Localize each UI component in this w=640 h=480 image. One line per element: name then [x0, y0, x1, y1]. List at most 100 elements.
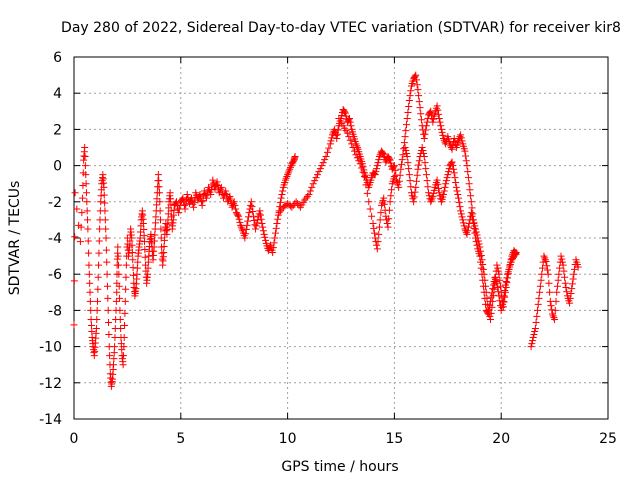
data-point [409, 195, 417, 203]
data-point [230, 198, 238, 206]
data-point [454, 194, 462, 202]
data-point [429, 118, 437, 126]
data-point [420, 134, 428, 142]
y-tick-label: -12 [39, 376, 62, 392]
data-point [93, 297, 101, 305]
data-point [85, 261, 93, 269]
data-point [83, 198, 91, 206]
data-point [445, 168, 453, 176]
data-point [195, 192, 203, 200]
data-point [97, 192, 105, 200]
data-point [535, 294, 543, 302]
data-point [487, 315, 495, 323]
data-point [541, 256, 549, 264]
data-point [448, 145, 456, 153]
data-point [430, 115, 438, 123]
data-point [412, 76, 420, 84]
data-point [70, 321, 78, 329]
data-point [495, 270, 503, 278]
data-point [351, 147, 359, 155]
data-point [207, 191, 215, 199]
data-point [440, 134, 448, 142]
data-point [385, 215, 393, 223]
data-point [101, 207, 109, 215]
data-point [84, 237, 92, 245]
data-point [252, 225, 260, 233]
data-point [554, 276, 562, 284]
data-point [242, 230, 250, 238]
data-point [119, 352, 127, 360]
data-point [462, 152, 470, 160]
data-point [272, 224, 280, 232]
data-point [292, 198, 300, 206]
data-point [407, 183, 415, 191]
data-point [427, 111, 435, 119]
data-point [179, 194, 187, 202]
data-point [444, 171, 452, 179]
data-point [375, 223, 383, 231]
data-point [476, 252, 484, 260]
data-point [460, 222, 468, 230]
y-tick-label: -10 [39, 340, 62, 356]
data-point [561, 279, 569, 287]
data-point [79, 194, 87, 202]
data-point [287, 162, 295, 170]
data-point [150, 237, 158, 245]
data-point [359, 168, 367, 176]
data-point [401, 133, 409, 141]
data-point [387, 159, 395, 167]
data-point [279, 187, 287, 195]
data-point [180, 201, 188, 209]
data-point [323, 148, 331, 156]
data-point [494, 283, 502, 291]
data-point [160, 248, 168, 256]
data-point [428, 194, 436, 202]
data-point [167, 201, 175, 209]
data-point [396, 171, 404, 179]
data-point [365, 198, 373, 206]
data-point [225, 194, 233, 202]
data-point [512, 248, 520, 256]
data-point [157, 216, 165, 224]
data-point [347, 122, 355, 130]
data-point [294, 200, 302, 208]
data-point [403, 153, 411, 161]
data-point [269, 248, 277, 256]
data-point [262, 236, 270, 244]
data-point [81, 153, 89, 161]
data-point [493, 261, 501, 269]
data-point [384, 223, 392, 231]
data-point [574, 263, 582, 271]
data-point [457, 210, 465, 218]
data-point [548, 310, 556, 318]
data-point [302, 194, 310, 202]
data-point [93, 315, 101, 323]
data-point [383, 220, 391, 228]
data-point [86, 297, 94, 305]
data-point [252, 222, 260, 230]
data-point [399, 151, 407, 159]
data-point [306, 187, 314, 195]
data-point [470, 224, 478, 232]
data-point [152, 213, 160, 221]
data-point [479, 282, 487, 290]
data-point [449, 162, 457, 170]
data-point [334, 126, 342, 134]
data-point [101, 216, 109, 224]
data-point [202, 194, 210, 202]
data-point [144, 258, 152, 266]
data-point [102, 225, 110, 233]
data-point [190, 198, 198, 206]
data-point [500, 292, 508, 300]
data-point [538, 264, 546, 272]
data-point [424, 183, 432, 191]
data-point [397, 165, 405, 173]
data-point [343, 129, 351, 137]
data-point [531, 325, 539, 332]
data-point [501, 293, 509, 301]
data-point [330, 127, 338, 135]
data-point [284, 169, 292, 177]
data-point [468, 212, 476, 220]
data-point [245, 209, 253, 217]
data-point [463, 230, 471, 238]
